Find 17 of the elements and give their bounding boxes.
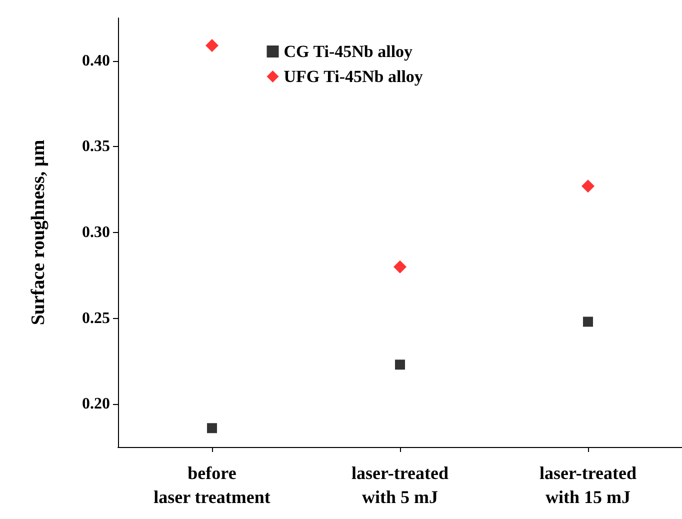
point (583, 316, 593, 327)
legend-label: UFG Ti-45Nb alloy (284, 67, 424, 86)
y-tick-label: 0.25 (82, 310, 110, 327)
y-tick-label: 0.35 (82, 138, 110, 156)
x-tick-label: before laser treatment (154, 463, 270, 507)
y-tick-label: 0.40 (82, 52, 110, 70)
point (394, 260, 406, 274)
point (395, 360, 405, 370)
y-axis-title: Surface roughness, µm (28, 140, 49, 326)
point (582, 180, 594, 193)
legend-label: CG Ti-45Nb alloy (284, 42, 414, 61)
point (207, 423, 217, 434)
point (206, 38, 218, 52)
x-tick-label: laser-treated with 5 mJ (352, 463, 448, 507)
y-tick-label: 0.30 (82, 224, 110, 241)
x-tick-label: laser-treated with 15 mJ (540, 463, 636, 507)
y-tick-label: 0.20 (82, 396, 110, 413)
